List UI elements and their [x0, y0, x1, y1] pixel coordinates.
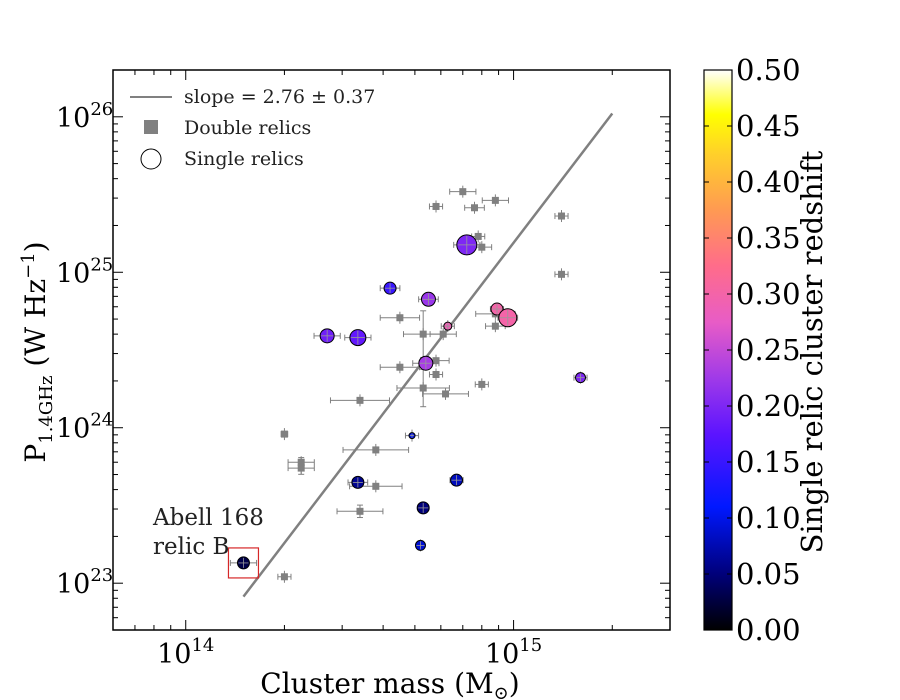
- y-tick-label-exp: 24: [90, 410, 113, 431]
- double-relic-point: [419, 330, 427, 338]
- x-axis-title-sub: ⊙: [494, 683, 509, 700]
- y-tick-label-exp: 26: [90, 99, 113, 120]
- x-tick-label-exp: 15: [519, 635, 542, 656]
- double-relic-point: [396, 314, 404, 322]
- double-relic-point: [356, 396, 364, 404]
- double-relic-point: [439, 330, 447, 338]
- colorbar-tick-label: 0.50: [736, 53, 801, 87]
- double-relic-point: [372, 446, 380, 454]
- double-relic-point: [557, 212, 565, 220]
- colorbar-tick-label: 0.45: [736, 109, 801, 143]
- double-relic-point: [372, 482, 380, 490]
- y-axis-title-sub: 1.4GHz: [36, 376, 57, 444]
- double-relic-point: [396, 363, 404, 371]
- y-tick-label: 1026: [56, 99, 113, 134]
- colorbar-tick-label: 0.15: [736, 445, 801, 479]
- double-relic-point: [474, 232, 482, 240]
- y-tick-label: 1023: [56, 565, 113, 600]
- colorbar-tick-label: 0.30: [736, 277, 801, 311]
- colorbar-tick-label: 0.10: [736, 501, 801, 535]
- double-relic-point: [471, 204, 479, 212]
- colorbar-tick-label: 0.35: [736, 221, 801, 255]
- x-axis-title-close: ): [509, 667, 520, 700]
- y-axis-title-sup: −1: [18, 252, 39, 279]
- y-tick-label-base: 10: [56, 103, 90, 134]
- double-relic-point: [419, 384, 427, 392]
- annotation-line-2: relic B: [153, 534, 229, 560]
- y-axis-title-close: ): [19, 241, 52, 252]
- legend-label-single: Single relics: [184, 148, 304, 170]
- y-tick-label-exp: 25: [90, 254, 113, 275]
- double-relic-point: [442, 390, 450, 398]
- double-relic-point: [432, 357, 440, 365]
- x-axis-title: Cluster mass (M⊙): [260, 667, 519, 700]
- double-relic-point: [478, 243, 486, 251]
- y-tick-label: 1024: [56, 410, 113, 445]
- data-points: [229, 185, 588, 583]
- y-axis-title: P1.4GHz (W Hz−1): [18, 241, 57, 462]
- x-tick-label: 1015: [485, 635, 542, 670]
- double-relic-point: [432, 370, 440, 378]
- legend-label-double: Double relics: [184, 117, 311, 139]
- annotation-line-1: Abell 168: [152, 505, 264, 531]
- colorbar-tick-label: 0.25: [736, 333, 801, 367]
- legend: slope = 2.76 ± 0.37 Double relics Single…: [130, 86, 375, 170]
- x-tick-label-exp: 14: [191, 635, 214, 656]
- double-relic-point: [459, 188, 467, 196]
- x-tick-label: 1014: [157, 635, 214, 670]
- annotation-box: [227, 547, 260, 579]
- plot-area: [112, 69, 671, 631]
- legend-circle-marker: [140, 148, 162, 170]
- double-relic-point: [557, 270, 565, 278]
- double-relic-point: [280, 573, 288, 581]
- fit-line-layer: [242, 112, 614, 598]
- colorbar-title: Single relic cluster redshift: [795, 150, 829, 553]
- legend-label-fit: slope = 2.76 ± 0.37: [184, 86, 375, 108]
- double-relic-point: [478, 380, 486, 388]
- y-tick-label-base: 10: [56, 569, 90, 600]
- colorbar-tick-label: 0.00: [736, 613, 801, 647]
- y-tick-label-base: 10: [56, 414, 90, 445]
- legend-square-marker: [144, 120, 158, 134]
- y-tick-label-exp: 23: [90, 565, 113, 586]
- colorbar-tick-label: 0.05: [736, 557, 801, 591]
- double-relic-point: [432, 202, 440, 210]
- y-tick-label: 1025: [56, 254, 113, 289]
- x-axis-title-main: Cluster mass (M: [260, 667, 493, 700]
- y-axis-title-unit: (W Hz: [19, 279, 52, 376]
- colorbar-ticks: 0.00 0.05 0.10 0.15 0.20 0.25 0.30 0.35 0.40 0.45…: [704, 53, 801, 647]
- double-relic-point: [491, 196, 499, 204]
- fit-line: [242, 112, 614, 598]
- double-relic-point: [297, 458, 305, 466]
- colorbar-tick-label: 0.40: [736, 165, 801, 199]
- double-relic-point: [356, 507, 364, 515]
- colorbar-tick-label: 0.20: [736, 389, 801, 423]
- y-tick-label-base: 10: [56, 258, 90, 289]
- double-relic-point: [491, 322, 499, 330]
- x-tick-label-base: 10: [157, 639, 191, 670]
- double-relic-point: [280, 430, 288, 438]
- x-tick-label-base: 10: [485, 639, 519, 670]
- y-axis-title-main: P: [19, 444, 52, 463]
